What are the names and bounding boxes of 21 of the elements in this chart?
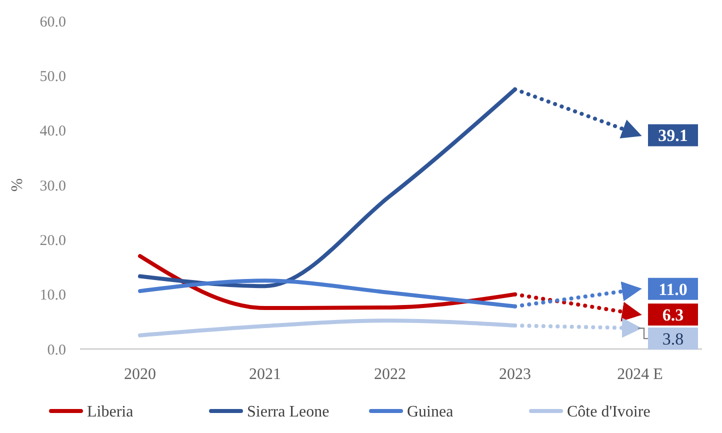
y-tick-label: 60.0 [40,14,66,30]
y-tick-label: 50.0 [40,68,66,85]
data-label: 3.8 [662,330,684,349]
y-tick-label: 30.0 [40,178,66,194]
y-tick-label: 10.0 [40,288,66,304]
legend-label: Liberia [87,404,134,421]
x-tick-label: 2023 [499,366,531,383]
data-label: 11.0 [658,280,688,299]
x-tick-label: 2024 E [617,366,663,383]
x-tick-label: 2022 [374,366,406,383]
x-tick-label: 2021 [249,366,281,383]
y-axis-title: % [9,178,26,192]
data-label: 6.3 [662,306,684,325]
data-label: 39.1 [658,126,688,146]
x-tick-label: 2020 [124,366,156,383]
y-tick-label: 0.0 [47,342,66,358]
y-tick-label: 40.0 [40,124,66,140]
legend-label: Guinea [407,404,454,421]
legend-label: Sierra Leone [247,404,330,421]
legend-label: Côte d'Ivoire [567,404,650,421]
y-tick-label: 20.0 [40,232,66,249]
